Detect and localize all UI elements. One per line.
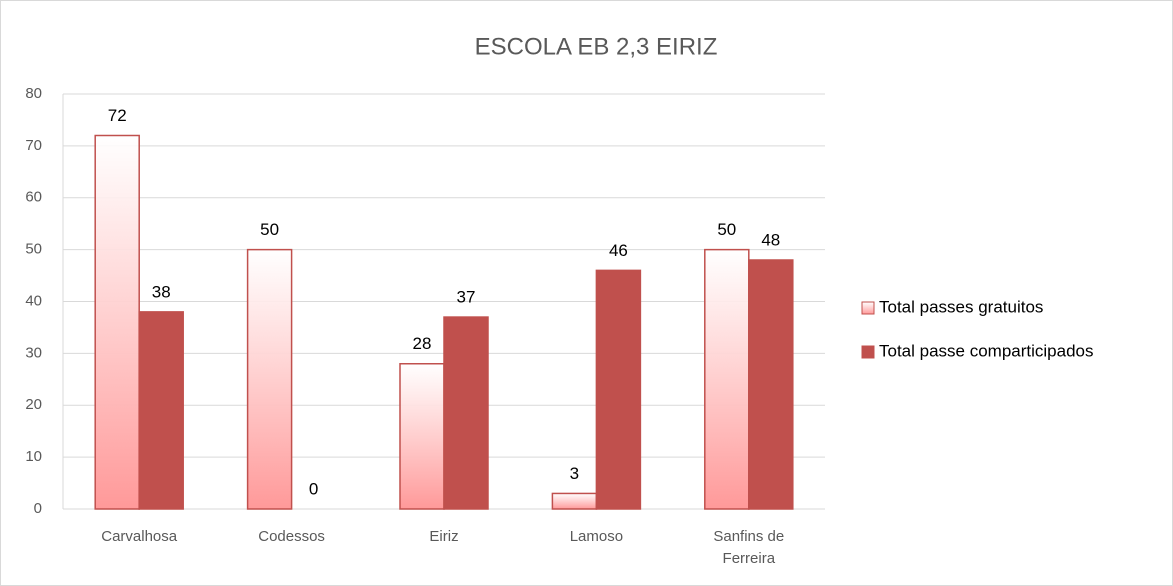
data-label: 0	[309, 479, 318, 498]
data-label: 28	[413, 334, 432, 353]
bar	[551, 492, 598, 510]
bar	[399, 363, 445, 510]
legend-swatch	[861, 345, 875, 359]
y-tick-label: 40	[25, 292, 42, 309]
y-tick-label: 70	[25, 137, 42, 154]
y-tick-label: 80	[25, 85, 42, 102]
y-tick-label: 10	[25, 448, 42, 465]
y-tick-label: 0	[34, 500, 42, 517]
legend-swatch	[861, 301, 875, 315]
data-label: 37	[457, 288, 476, 307]
x-tick-label: Eiriz	[429, 528, 459, 545]
y-tick-label: 20	[25, 396, 42, 413]
bar	[595, 269, 642, 510]
data-label: 46	[609, 241, 628, 260]
x-tick-label: Carvalhosa	[101, 528, 178, 545]
data-label: 3	[570, 464, 579, 483]
x-tick-label: Lamoso	[569, 528, 624, 545]
data-label: 50	[260, 220, 279, 239]
y-tick-label: 30	[25, 344, 42, 361]
y-tick-label: 60	[25, 189, 42, 206]
x-tick-label: Codessos	[258, 528, 325, 545]
legend-label: Total passe comparticipados	[879, 341, 1094, 360]
y-tick-label: 50	[25, 241, 42, 258]
bar	[443, 316, 489, 510]
data-label: 38	[152, 282, 171, 301]
bar	[94, 134, 140, 510]
bar	[704, 248, 750, 510]
x-tick-label: Sanfins de Ferreira	[713, 528, 785, 567]
legend-label: Total passes gratuitos	[879, 297, 1043, 316]
data-label: 48	[761, 230, 780, 249]
data-label: 50	[717, 220, 736, 239]
data-label: 72	[108, 106, 127, 125]
bar	[748, 259, 794, 510]
bar	[246, 248, 293, 510]
bar	[138, 311, 184, 510]
chart-title: ESCOLA EB 2,3 EIRIZ	[475, 33, 718, 60]
